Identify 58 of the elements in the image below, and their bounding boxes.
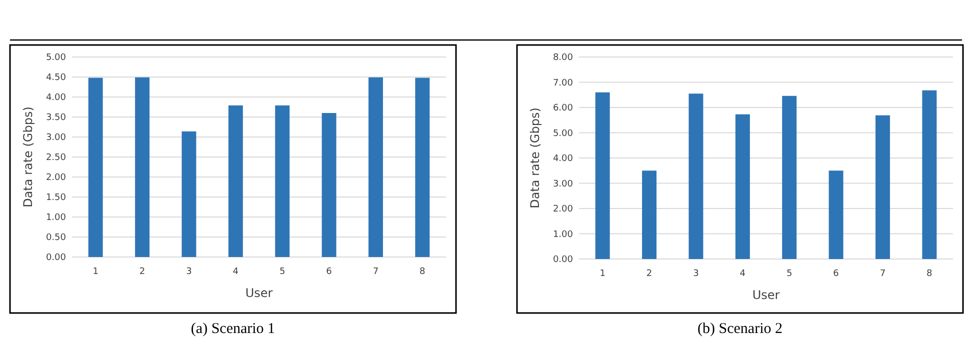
x-tick-label: 7 — [880, 269, 886, 279]
text: (b) Scenario 2 — [698, 321, 782, 337]
y-axis-title: Data rate (Gbps) — [21, 106, 35, 208]
x-tick-label: 5 — [786, 269, 792, 279]
y-tick-label: 6.00 — [552, 104, 574, 114]
x-tick-label: 3 — [693, 269, 699, 279]
y-tick-label: 3.00 — [552, 179, 574, 190]
y-tick-label: 0.00 — [46, 253, 66, 264]
y-tick-label: 2.00 — [46, 173, 66, 184]
x-axis-title: User — [752, 288, 780, 302]
y-tick-label: 5.00 — [46, 53, 66, 64]
x-tick-label: 4 — [740, 269, 746, 279]
y-tick-label: 2.00 — [552, 204, 574, 215]
x-tick-label: 6 — [833, 269, 840, 279]
text: (a) Scenario 1 — [190, 321, 276, 337]
x-tick-label: 7 — [372, 267, 379, 277]
bar — [135, 77, 150, 257]
y-tick-label: 0.00 — [552, 255, 574, 266]
bar — [828, 170, 844, 259]
bar — [642, 170, 657, 259]
x-tick-label: 5 — [279, 267, 286, 277]
x-axis-title: User — [245, 286, 273, 300]
bar — [875, 115, 890, 259]
bar — [322, 113, 336, 257]
x-tick-label: 2 — [139, 267, 146, 277]
bar — [595, 92, 610, 259]
y-tick-label: 5.00 — [552, 128, 574, 139]
y-tick-label: 8.00 — [552, 53, 574, 64]
x-tick-label: 1 — [600, 269, 606, 279]
y-tick-label: 4.00 — [46, 93, 66, 104]
bar — [368, 77, 383, 257]
x-tick-label: 8 — [926, 269, 933, 279]
y-axis-title: Data rate (Gbps) — [528, 108, 542, 208]
bar — [415, 78, 430, 257]
y-tick-label: 0.50 — [46, 233, 66, 244]
y-tick-label: 4.50 — [46, 73, 66, 84]
bar — [782, 96, 797, 259]
y-tick-label: 1.50 — [46, 193, 66, 204]
x-tick-label: 8 — [420, 267, 426, 277]
y-tick-label: 1.00 — [46, 213, 66, 224]
y-tick-label: 1.00 — [552, 230, 574, 240]
y-tick-label: 7.00 — [552, 78, 574, 88]
y-tick-label: 3.00 — [46, 133, 66, 144]
y-tick-label: 2.50 — [46, 153, 66, 164]
bar — [922, 90, 937, 259]
x-tick-label: 3 — [186, 267, 192, 277]
x-tick-label: 6 — [326, 267, 332, 277]
bar — [735, 114, 750, 259]
bar — [275, 105, 290, 257]
bar — [88, 78, 103, 257]
y-tick-label: 3.50 — [46, 113, 66, 124]
bar — [182, 131, 196, 257]
bar — [228, 105, 243, 257]
x-tick-label: 2 — [646, 269, 652, 279]
y-tick-label: 4.00 — [552, 154, 574, 164]
bar — [688, 94, 704, 259]
x-tick-label: 1 — [92, 267, 98, 277]
x-tick-label: 4 — [232, 267, 239, 277]
